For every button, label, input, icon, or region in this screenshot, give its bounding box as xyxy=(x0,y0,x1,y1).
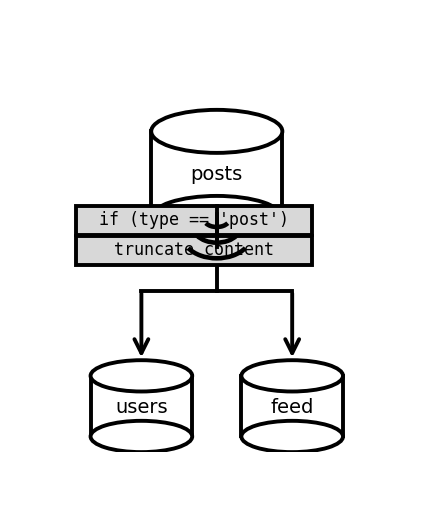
Polygon shape xyxy=(151,132,282,217)
Ellipse shape xyxy=(91,421,192,452)
Text: if (type == 'post'): if (type == 'post') xyxy=(99,211,289,229)
Ellipse shape xyxy=(151,196,282,239)
Text: posts: posts xyxy=(191,165,243,184)
Bar xyxy=(76,236,312,265)
Ellipse shape xyxy=(151,110,282,153)
Ellipse shape xyxy=(242,421,343,452)
Text: truncate content: truncate content xyxy=(114,241,274,260)
Bar xyxy=(76,206,312,235)
Polygon shape xyxy=(242,376,343,436)
Text: feed: feed xyxy=(270,398,314,417)
Polygon shape xyxy=(91,376,192,436)
Ellipse shape xyxy=(242,360,343,392)
Ellipse shape xyxy=(91,360,192,392)
Text: users: users xyxy=(115,398,168,417)
